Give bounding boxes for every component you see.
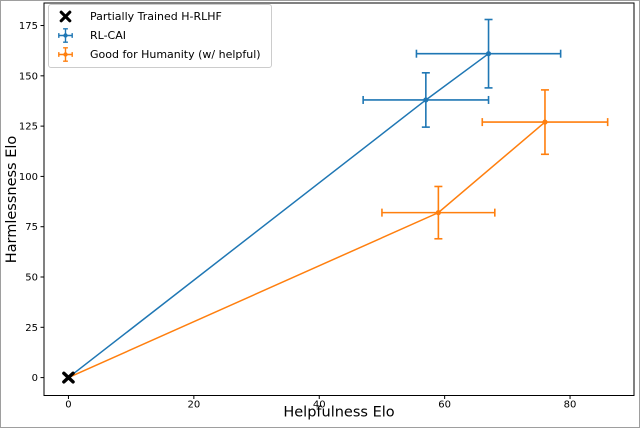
point-marker — [485, 51, 492, 57]
x-axis-label: Helpfulness Elo — [283, 405, 394, 421]
legend-label: Partially Trained H-RLHF — [90, 10, 222, 23]
y-tick-label: 175 — [19, 21, 38, 32]
y-tick-label: 75 — [25, 222, 38, 233]
x-marker — [62, 371, 75, 384]
errorbar-marker-icon — [57, 47, 74, 62]
point-marker — [542, 119, 548, 125]
errorbar-marker-icon — [57, 28, 74, 43]
y-tick-label: 125 — [19, 122, 38, 133]
x-tick-label: 60 — [438, 400, 451, 411]
legend-label: Good for Humanity (w/ helpful) — [90, 48, 261, 61]
series-line — [68, 121, 546, 379]
legend-label: RL-CAI — [90, 29, 126, 42]
point-marker — [423, 97, 429, 103]
point-marker — [435, 210, 441, 216]
legend: Partially Trained H-RLHF RL-CAI Good for… — [48, 4, 272, 68]
y-axis-label: Harmlessness Elo — [4, 136, 20, 264]
y-tick-label: 50 — [25, 273, 38, 284]
x-marker-icon — [57, 9, 74, 24]
legend-item-good-for-humanity: Good for Humanity (w/ helpful) — [57, 45, 261, 64]
legend-item-rl-cai: RL-CAI — [57, 26, 261, 45]
y-tick-label: 25 — [25, 323, 38, 334]
y-tick-label: 100 — [19, 172, 38, 183]
x-tick-label: 40 — [313, 400, 326, 411]
y-tick-label: 150 — [19, 71, 38, 82]
plot-border — [43, 2, 635, 396]
legend-item-partially-trained-h-rlhf: Partially Trained H-RLHF — [57, 7, 261, 26]
x-tick-label: 80 — [564, 400, 577, 411]
y-tick-label: 0 — [32, 373, 38, 384]
x-tick-label: 0 — [65, 400, 71, 411]
x-tick-label: 20 — [187, 400, 200, 411]
